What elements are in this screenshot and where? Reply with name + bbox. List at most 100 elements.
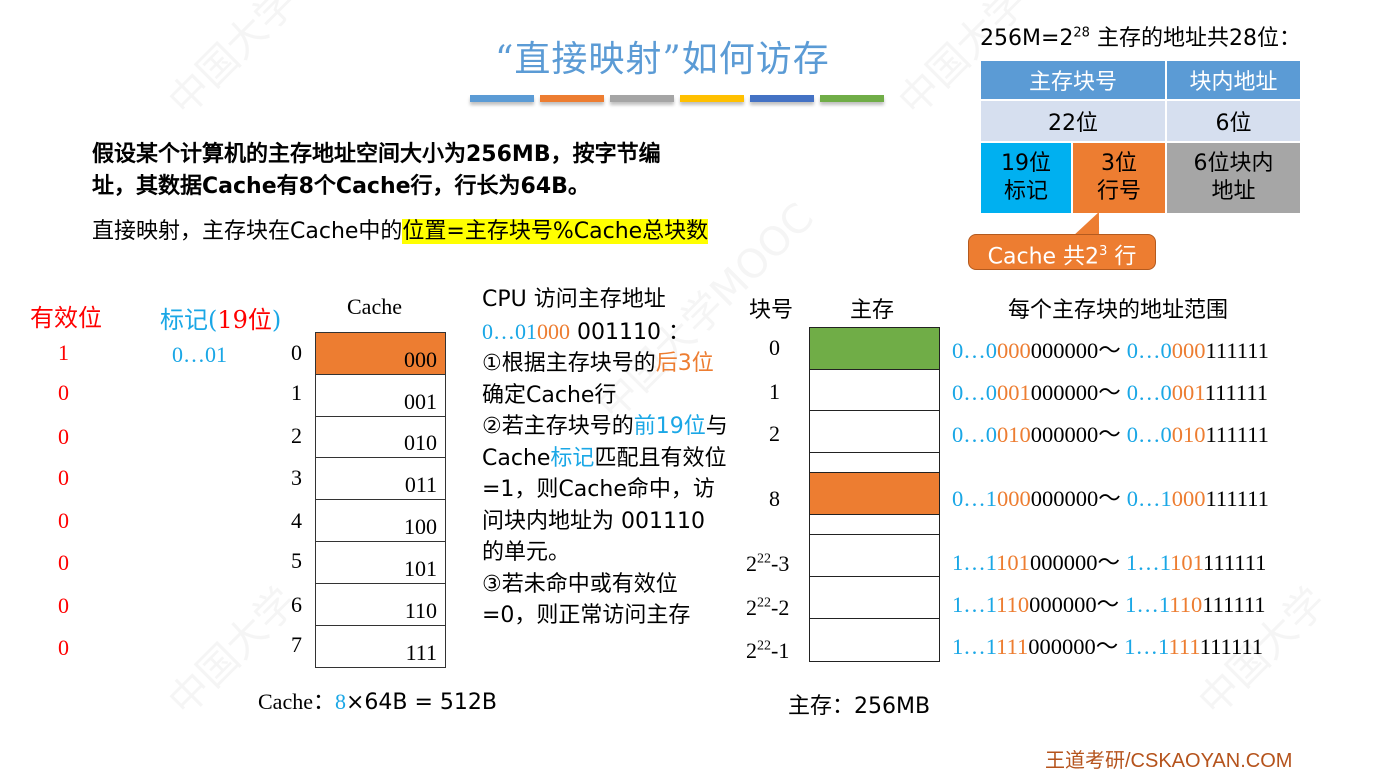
- range-from-off: 000000: [1030, 380, 1099, 405]
- tag-header-text: 标记(: [160, 306, 218, 334]
- cache-line: 100: [316, 500, 445, 542]
- cache-line-index: 5: [291, 548, 302, 573]
- memory-block: [810, 328, 939, 370]
- title-bar: [820, 95, 884, 102]
- valid-bit: 0: [58, 635, 69, 660]
- cpu-access-explanation: CPU 访问主存地址 0…01000 001110 ： ①根据主存块号的后3位确…: [482, 284, 732, 632]
- cache-line-number: 010: [404, 430, 437, 456]
- watermark: 中国大学: [159, 0, 306, 125]
- memory-block: [810, 515, 939, 535]
- range-separator: ～: [1098, 380, 1121, 405]
- range-tag: 1…1: [952, 634, 997, 659]
- cache-line-index: 0: [291, 340, 302, 365]
- address-range-header: 每个主存块的地址范围: [1008, 298, 1229, 323]
- memory-block: [810, 411, 939, 453]
- range-to-row: 110: [1169, 592, 1203, 617]
- step-1: ①根据主存块号的后3位确定Cache行: [482, 348, 732, 411]
- valid-bit: 0: [58, 380, 69, 405]
- range-to-tag: 1…1: [1124, 634, 1169, 659]
- cache-line: 110: [316, 584, 445, 626]
- title-bar: [610, 95, 674, 102]
- address-tag: 0…01: [482, 318, 537, 344]
- caption-text: 256M=2: [980, 26, 1074, 51]
- address-range-row: 1…1111000000～ 1…1111111111: [952, 629, 1263, 661]
- title-bar: [680, 95, 744, 102]
- cache-line-index: 2: [291, 423, 302, 448]
- address-range-row: 1…1110000000～ 1…1110111111: [952, 587, 1266, 619]
- cache-line-number: 100: [404, 513, 437, 539]
- cache-size-label: Cache：: [258, 689, 335, 714]
- tag-field: 19位 标记: [979, 141, 1073, 215]
- range-row: 000: [997, 338, 1031, 363]
- range-to-row: 101: [1170, 550, 1204, 575]
- offset-field: 6位块内 地址: [1165, 141, 1302, 215]
- title-bar: [540, 95, 604, 102]
- cache-line-number: 011: [404, 472, 437, 498]
- range-from-off: 000000: [1029, 550, 1098, 575]
- cache-header: Cache: [347, 294, 402, 319]
- address-range-row: 0…1000000000～ 0…1000111111: [952, 481, 1269, 513]
- intro-text: 假设某个计算机的主存地址空间大小为256MB，按: [92, 142, 595, 167]
- memory-block: [810, 535, 939, 577]
- range-separator: ～: [1098, 422, 1121, 447]
- range-to-row: 000: [1171, 486, 1206, 511]
- memory-block: [810, 370, 939, 411]
- range-from-off: 000000: [1030, 486, 1099, 511]
- range-to-row: 010: [1171, 422, 1206, 447]
- cache-line: 011: [316, 458, 445, 501]
- step-3: ③若未命中或有效位=0，则正常访问主存: [482, 571, 691, 629]
- cache-line-index: 4: [291, 508, 302, 533]
- cache-line: 000: [316, 333, 445, 375]
- cache-line-index: 6: [291, 592, 302, 617]
- range-from-off: 000000: [1028, 634, 1096, 659]
- bits-block-offset: 6位: [1165, 99, 1302, 143]
- rule-text: 直接映射，主存块在Cache中的: [92, 219, 403, 244]
- valid-bit: 0: [58, 465, 69, 490]
- intro-bold: 字节: [594, 142, 639, 167]
- step-text: 确定Cache行: [482, 382, 617, 408]
- range-to-tag: 1…1: [1125, 592, 1170, 617]
- range-to-off: 111111: [1205, 380, 1269, 405]
- range-separator: ～: [1098, 338, 1121, 363]
- tag-value: 0…01: [172, 342, 227, 367]
- cache-line-index: 3: [291, 465, 302, 490]
- cpu-address: 0…01000 001110 ：: [482, 316, 732, 349]
- block-number: 2: [769, 421, 780, 446]
- cache-line-number: 101: [404, 555, 437, 581]
- offset-bits: 6位块内: [1193, 151, 1274, 176]
- block-number: 1: [769, 378, 780, 404]
- range-tag: 0…0: [952, 422, 997, 447]
- address-range-row: 1…1101000000～ 1…1101111111: [952, 545, 1266, 577]
- range-to-tag: 0…0: [1126, 380, 1172, 405]
- memory-block: [810, 577, 939, 619]
- header-block-offset: 块内地址: [1165, 59, 1302, 101]
- tag-header: 标记(19位): [160, 300, 281, 335]
- main-memory-blocks: [809, 327, 940, 662]
- range-to-off: 111111: [1205, 486, 1269, 511]
- step-text: 与Cache: [482, 414, 728, 471]
- caption-exponent: 28: [1073, 25, 1090, 41]
- cache-size: Cache：8×64B = 512B: [258, 684, 497, 716]
- memory-block: [810, 473, 939, 515]
- range-row: 111: [996, 634, 1029, 659]
- valid-bit-header: 有效位: [30, 304, 102, 332]
- callout-exponent: 3: [1099, 244, 1108, 259]
- range-to-row: 111: [1168, 634, 1201, 659]
- valid-bit: 1: [58, 340, 69, 365]
- range-to-row: 000: [1171, 338, 1206, 363]
- step-highlight: 后3位: [655, 351, 714, 376]
- step-2: ②若主存块号的前19位与Cache标记匹配且有效位=1，则Cache命中，访问块…: [482, 411, 732, 569]
- range-tag: 0…1: [952, 486, 997, 511]
- memory-block: [810, 453, 939, 473]
- step-text: 匹配且有效位=1，则Cache命中，访问块内地址为 001110 的单元。: [482, 445, 727, 566]
- range-separator: ～: [1095, 634, 1119, 659]
- tag-label: 标记: [1003, 179, 1048, 204]
- cache-size-value: ×64B = 512B: [345, 690, 497, 715]
- main-memory-header: 主存: [850, 298, 895, 323]
- range-row: 110: [996, 592, 1030, 617]
- cache-line: 001: [316, 375, 445, 417]
- range-from-off: 000000: [1030, 422, 1099, 447]
- footer-brand: 王道考研/CSKAOYAN.COM: [1045, 750, 1293, 772]
- range-tag: 1…1: [952, 592, 997, 617]
- cache-line-number: 111: [405, 640, 437, 666]
